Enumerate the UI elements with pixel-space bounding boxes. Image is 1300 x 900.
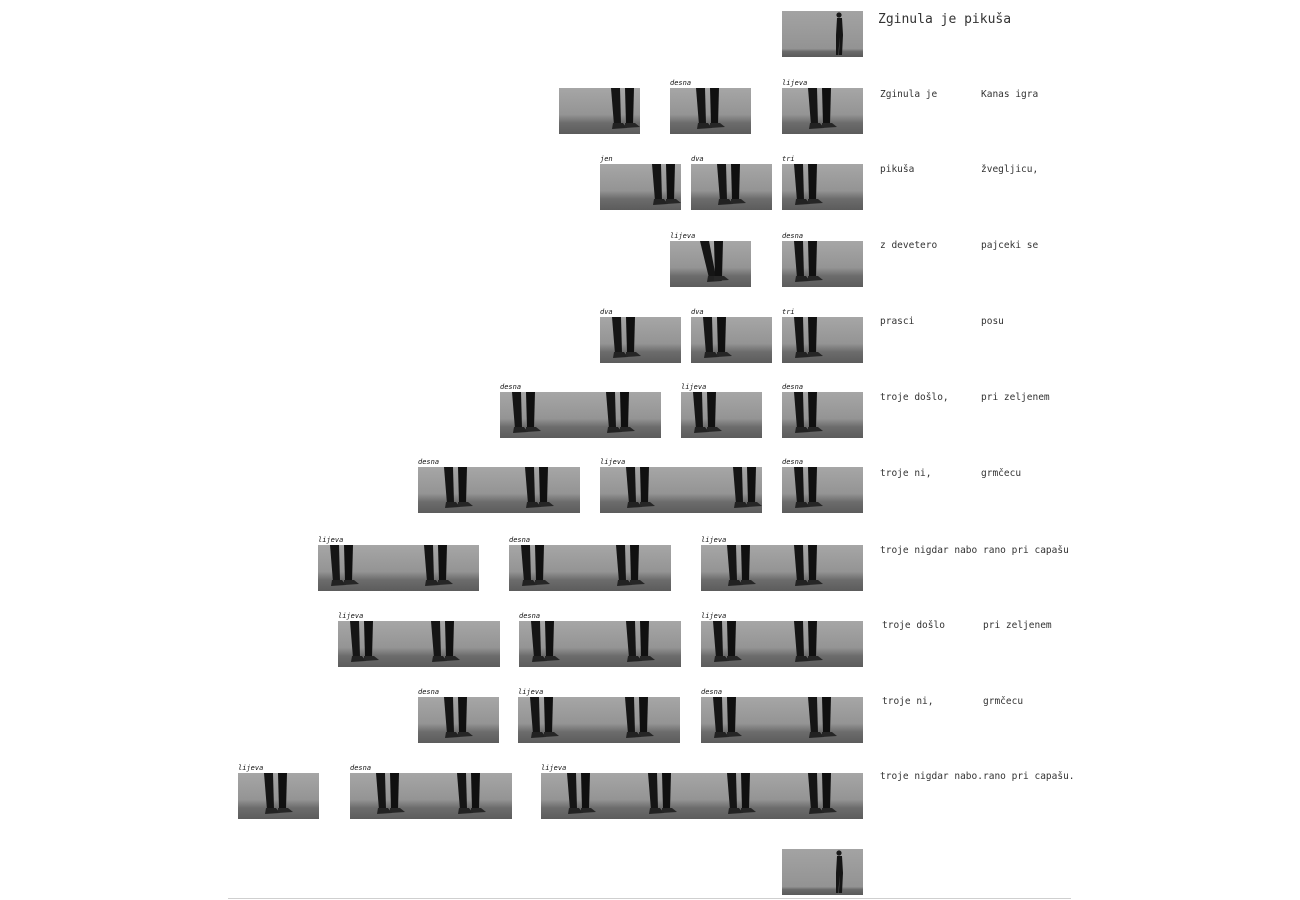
footstep-photo xyxy=(600,317,681,363)
footstep-photo xyxy=(238,773,319,819)
footstep-photo xyxy=(782,241,863,287)
footstep-photo xyxy=(599,697,680,743)
footstep-photo xyxy=(691,164,772,210)
step-caption: lijeva xyxy=(518,688,544,696)
footstep-photo xyxy=(782,392,863,438)
step-caption: dva xyxy=(691,155,704,163)
verse-left: z devetero xyxy=(880,240,938,251)
footstep-photo xyxy=(350,773,431,819)
step-caption: desna xyxy=(500,383,522,391)
poem-title: Zginula je pikuša xyxy=(878,12,1012,27)
step-caption: lijeva xyxy=(238,764,264,772)
footstep-photo xyxy=(499,467,580,513)
verse-left: troje ni, xyxy=(880,468,932,479)
footstep-photo xyxy=(782,545,863,591)
verse-right: pajceki se xyxy=(981,240,1039,251)
step-caption: lijeva xyxy=(600,458,626,466)
verse-left: pikuša xyxy=(880,164,915,175)
step-caption: desna xyxy=(782,383,804,391)
verse-right: rano pri capašu. xyxy=(983,771,1075,782)
footstep-photo xyxy=(519,621,600,667)
footstep-photo xyxy=(701,545,782,591)
step-caption: desna xyxy=(418,458,440,466)
footstep-photo xyxy=(681,467,762,513)
step-caption: lijeva xyxy=(701,536,727,544)
standing-figure-photo xyxy=(782,11,863,57)
footstep-photo xyxy=(431,773,512,819)
footstep-photo xyxy=(782,773,863,819)
footstep-photo xyxy=(782,621,863,667)
verse-left: troje došlo xyxy=(882,620,945,631)
footstep-photo xyxy=(701,621,782,667)
verse-left: troje nigdar nabo. xyxy=(880,771,983,782)
footstep-photo xyxy=(500,392,581,438)
verse-right: rano pri capašu xyxy=(983,545,1069,556)
verse-right: pri zeljenem xyxy=(981,392,1050,403)
footstep-photo xyxy=(670,241,751,287)
step-caption: desna xyxy=(350,764,372,772)
step-caption: dva xyxy=(691,308,704,316)
footstep-photo xyxy=(590,545,671,591)
footstep-photo xyxy=(600,621,681,667)
footstep-photo xyxy=(622,773,703,819)
footstep-photo xyxy=(701,697,782,743)
verse-right: žvegljicu, xyxy=(981,164,1039,175)
footstep-photo xyxy=(338,621,419,667)
verse-left: prasci xyxy=(880,316,915,327)
step-caption: lijeva xyxy=(782,79,808,87)
footstep-photo xyxy=(782,467,863,513)
footstep-photo xyxy=(419,621,500,667)
verse-right: grmčecu xyxy=(981,468,1022,479)
verse-right: grmčecu xyxy=(983,696,1024,707)
step-caption: dva xyxy=(600,308,613,316)
step-caption: desna xyxy=(782,458,804,466)
footstep-photo xyxy=(541,773,622,819)
step-caption: desna xyxy=(701,688,723,696)
footstep-photo xyxy=(782,164,863,210)
step-caption: lijeva xyxy=(338,612,364,620)
bottom-divider xyxy=(228,898,1071,899)
footstep-photo xyxy=(782,697,863,743)
step-caption: tri xyxy=(782,155,795,163)
footstep-photo xyxy=(398,545,479,591)
footstep-photo xyxy=(691,317,772,363)
verse-left: troje nigdar nabo xyxy=(880,545,978,556)
footstep-photo xyxy=(782,317,863,363)
footstep-photo xyxy=(600,467,681,513)
standing-figure-photo xyxy=(782,849,863,895)
footstep-photo xyxy=(418,697,499,743)
step-caption: lijeva xyxy=(681,383,707,391)
footstep-photo xyxy=(509,545,590,591)
verse-left: Zginula je xyxy=(880,89,938,100)
footstep-photo xyxy=(518,697,599,743)
verse-right: pri zeljenem xyxy=(983,620,1052,631)
verse-right: posu xyxy=(981,316,1004,327)
footstep-photo xyxy=(701,773,782,819)
footstep-photo xyxy=(580,392,661,438)
step-caption: jen xyxy=(600,155,613,163)
step-caption: desna xyxy=(782,232,804,240)
footstep-photo xyxy=(670,88,751,134)
footstep-photo xyxy=(418,467,499,513)
step-caption: lijeva xyxy=(701,612,727,620)
step-caption: desna xyxy=(418,688,440,696)
step-caption: lijeva xyxy=(541,764,567,772)
step-caption: lijeva xyxy=(318,536,344,544)
footstep-photo xyxy=(681,392,762,438)
step-caption: desna xyxy=(519,612,541,620)
step-caption: lijeva xyxy=(670,232,696,240)
verse-left: troje došlo, xyxy=(880,392,949,403)
verse-left: troje ni, xyxy=(882,696,934,707)
footstep-photo xyxy=(318,545,399,591)
step-caption: tri xyxy=(782,308,795,316)
footstep-photo xyxy=(559,88,640,134)
step-caption: desna xyxy=(670,79,692,87)
footstep-photo xyxy=(782,88,863,134)
step-caption: desna xyxy=(509,536,531,544)
verse-right: Kanas igra xyxy=(981,89,1039,100)
footstep-photo xyxy=(600,164,681,210)
